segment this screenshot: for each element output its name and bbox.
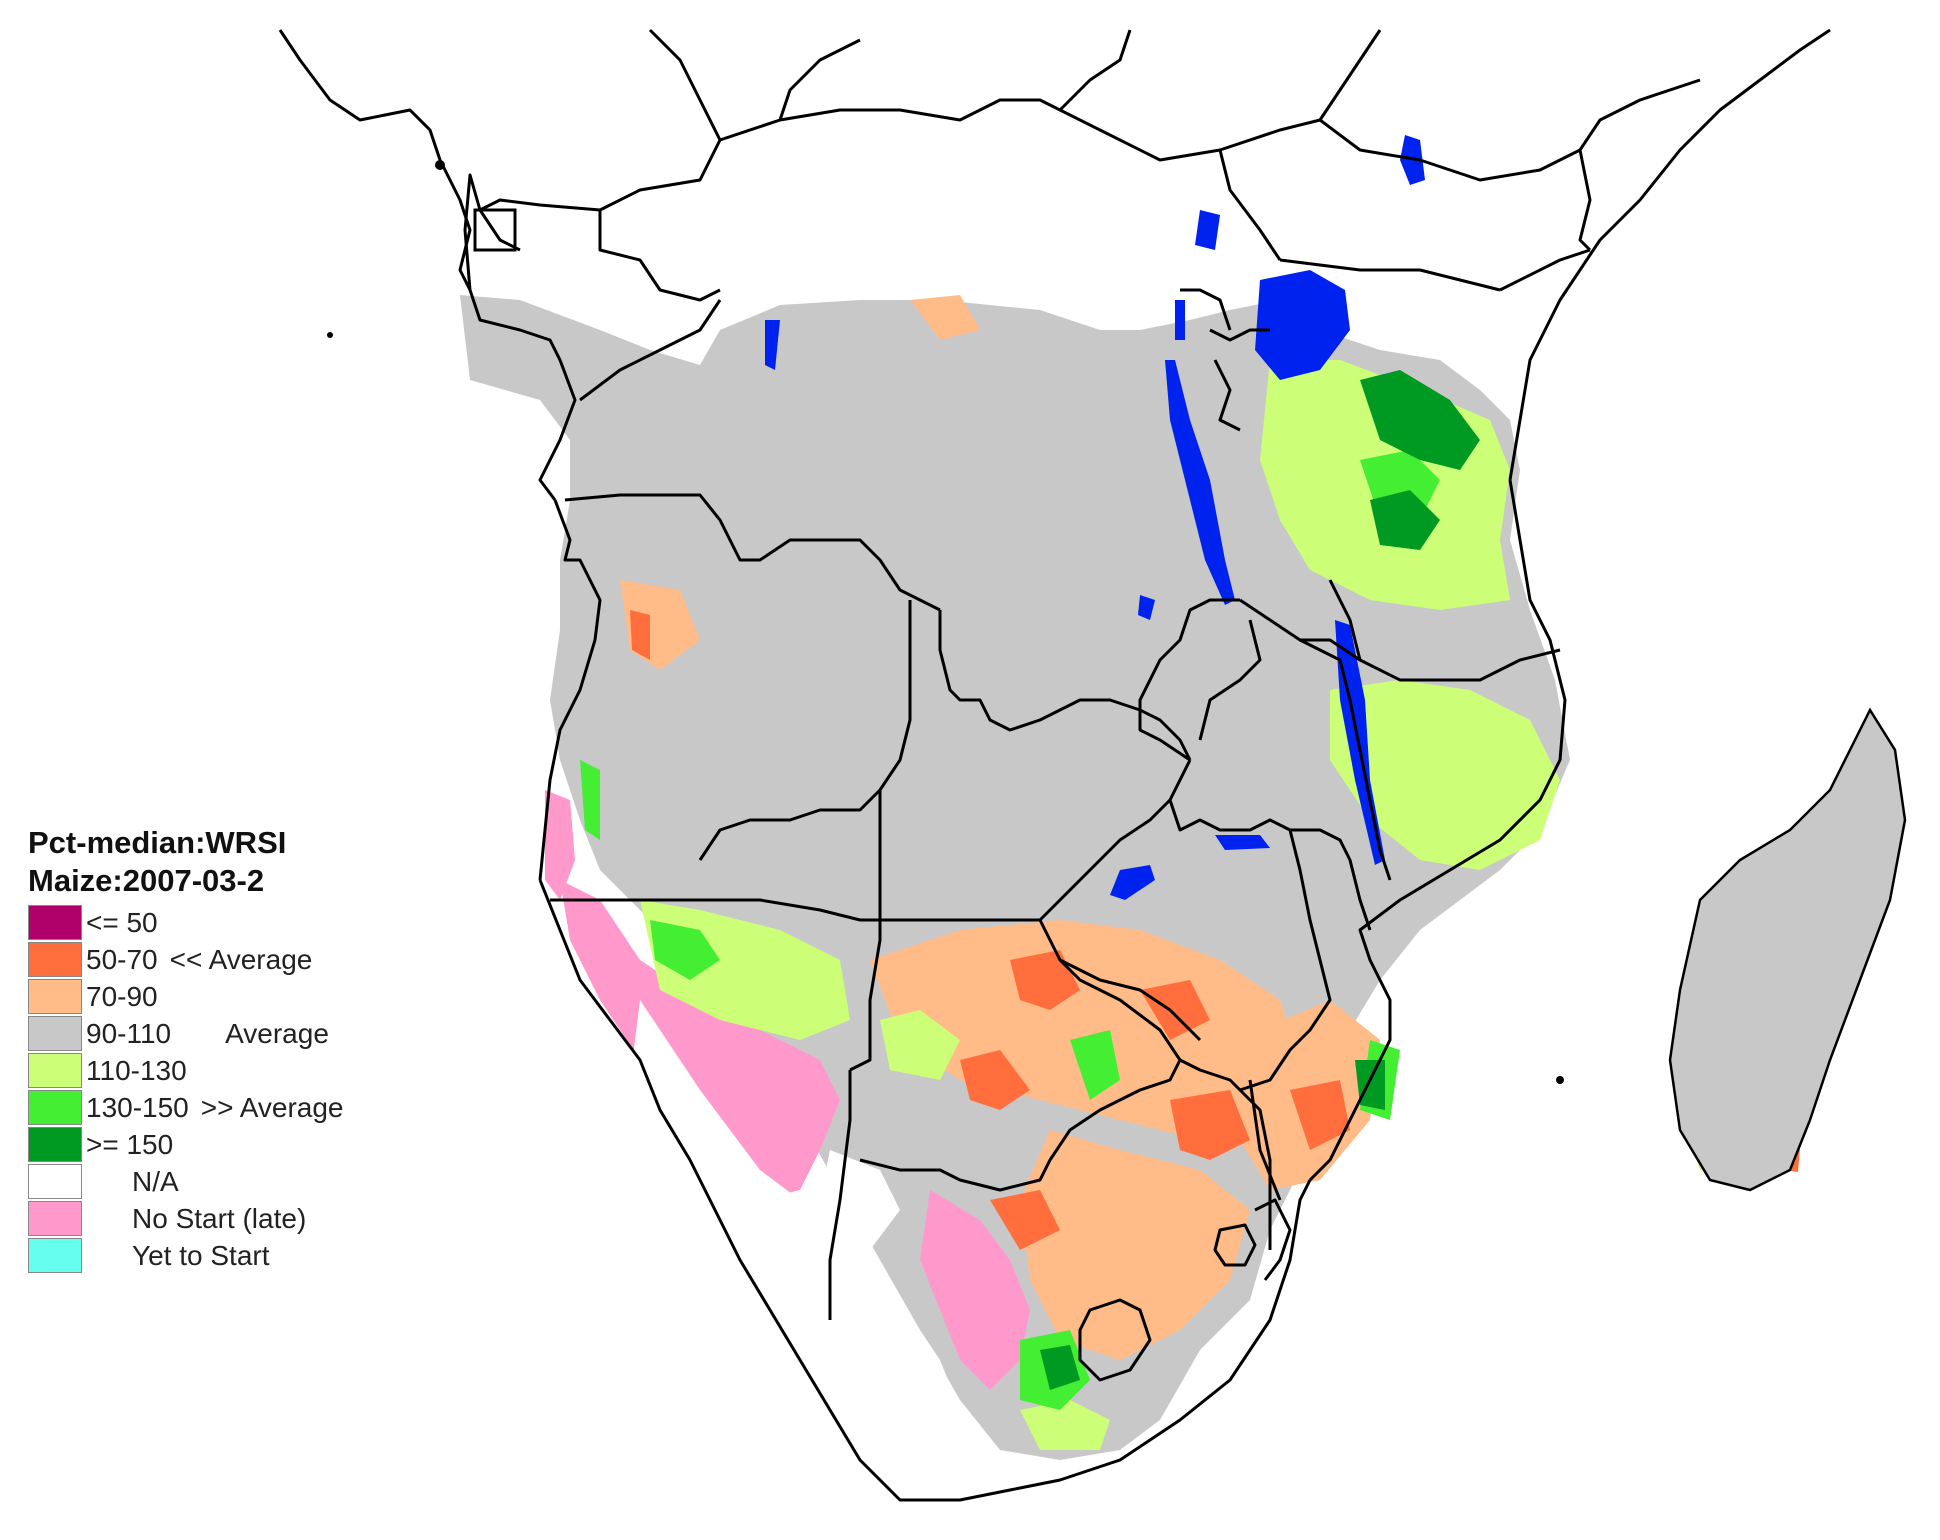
legend-item: 70-90: [28, 978, 448, 1015]
no-start-region-south-africa: [920, 1190, 1030, 1390]
lake-tanganyika: [1165, 360, 1235, 605]
legend-swatch: [28, 1016, 82, 1051]
legend-swatch: [28, 905, 82, 940]
legend-range: 130-150: [86, 1091, 189, 1123]
legend-range: No Start (late): [132, 1202, 307, 1234]
below-average-70-90-patches: [620, 295, 1380, 1360]
legend-item: Yet to Start: [28, 1237, 448, 1274]
legend-title-line1: Pct-median:WRSI: [28, 825, 287, 860]
legend-item: No Start (late): [28, 1200, 448, 1237]
legend-swatch: [28, 979, 82, 1014]
legend-range: 110-130: [86, 1054, 187, 1086]
legend-swatch: [28, 1127, 82, 1162]
no-start-region-coast: [545, 790, 575, 900]
legend-item: >= 150: [28, 1126, 448, 1163]
legend-note: >> Average: [200, 1091, 344, 1123]
na-region-southwest: [630, 1000, 960, 1470]
na-region-kalahari: [820, 1150, 900, 1250]
legend-range: 50-70: [86, 943, 158, 975]
legend-note: Average: [225, 1017, 329, 1049]
legend-title-line2: Maize:2007-03-2: [28, 863, 265, 898]
lake-kivu: [1175, 300, 1185, 340]
congo-river-lake: [765, 320, 780, 370]
lake-albert: [1195, 210, 1220, 250]
legend-item: 90-110 Average: [28, 1015, 448, 1052]
legend-swatch: [28, 942, 82, 977]
lake-victoria: [1255, 270, 1350, 380]
islands: [327, 160, 1564, 1084]
madagascar: [1668, 707, 1907, 1192]
legend-swatch: [28, 1201, 82, 1236]
legend-item: 50-70 << Average: [28, 941, 448, 978]
legend-swatch: [28, 1164, 82, 1199]
map-legend: Pct-median:WRSI Maize:2007-03-2 <= 50 50…: [28, 824, 448, 1274]
legend-note: << Average: [169, 943, 313, 975]
lake-kariba: [1110, 865, 1155, 900]
legend-swatch: [28, 1053, 82, 1088]
legend-range: 70-90: [86, 980, 158, 1012]
legend-range: N/A: [132, 1165, 179, 1197]
country-borders: [278, 28, 1831, 1502]
no-start-region-namibia: [560, 880, 840, 1200]
legend-item: 110-130: [28, 1052, 448, 1089]
legend-item: <= 50: [28, 904, 448, 941]
legend-range: Yet to Start: [132, 1239, 270, 1271]
legend-swatch: [28, 1238, 82, 1273]
legend-swatch: [28, 1090, 82, 1125]
lake-cahora: [1215, 835, 1270, 850]
legend-item: 130-150 >> Average: [28, 1089, 448, 1126]
legend-items: <= 50 50-70 << Average 70-90 90-110 Aver…: [28, 904, 448, 1274]
legend-range: 90-110: [86, 1017, 172, 1049]
legend-range: >= 150: [86, 1128, 174, 1160]
lake-mweru: [1138, 595, 1155, 620]
legend-range: <= 50: [86, 906, 158, 938]
legend-item: N/A: [28, 1163, 448, 1200]
